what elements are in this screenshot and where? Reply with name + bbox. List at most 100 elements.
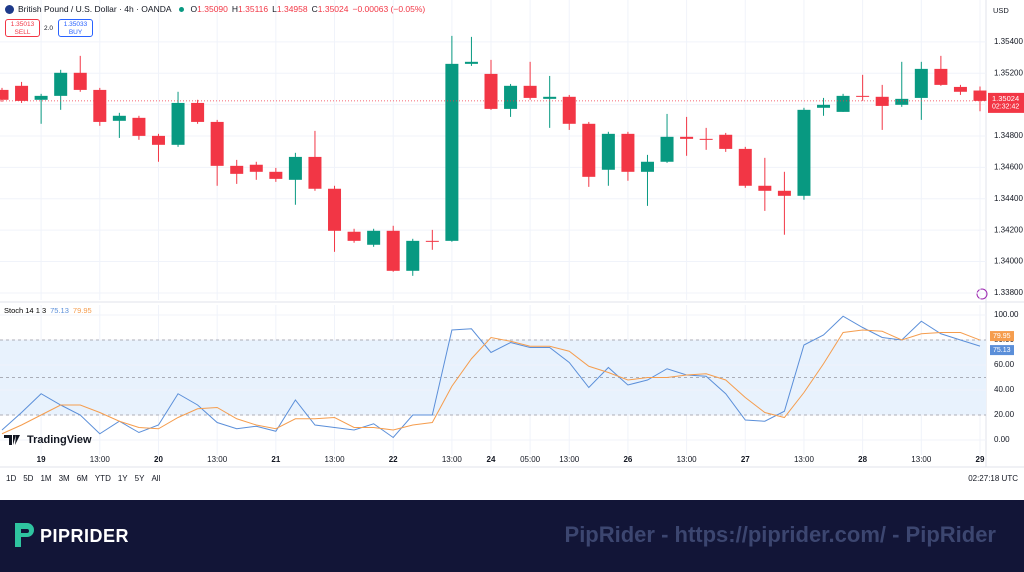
x-tick-label: 13:00 [794,455,815,464]
candle-body [895,98,909,105]
candle-body [132,117,146,136]
ohlc-h: H1.35116 [232,4,268,14]
logo-text: PIPRIDER [40,526,130,546]
candle-body [777,190,791,196]
currency[interactable]: USD [993,6,1009,15]
indicator-title: Stoch 14 1 3 [4,306,47,315]
price-label: 1.35024 [992,94,1019,103]
value-label: 75.13 [993,347,1011,354]
candle-body [73,72,87,90]
indicator-value: 75.13 [50,306,69,315]
chart: 19 13:00 20 13:00 21 13:00 22 13:00 24 05:00 13:00… [0,0,1024,500]
market-status [178,6,184,12]
footer: PIPRIDER PipRider - https://piprider.com… [0,500,1024,572]
range-button[interactable]: All [151,474,161,483]
spread: 2.0 [44,25,54,32]
countdown: 02:32:42 [992,104,1019,111]
x-tick-label: 19 [37,455,46,464]
candle-body [914,68,928,98]
range-button[interactable]: 1Y [117,474,128,483]
x-tick-label: 13:00 [442,455,463,464]
candle-body [249,164,263,172]
y-tick-label: 60.00 [994,360,1015,369]
buy-button[interactable]: 1.35033 BUY [58,19,93,37]
flag-icon [5,4,14,14]
x-tick-label: 24 [487,455,496,464]
range-button[interactable]: 5Y [134,474,145,483]
y-tick-label: 1.34800 [994,131,1023,140]
candle-body [288,156,302,180]
candle-body [93,89,107,122]
candle-body [758,185,772,191]
symbol-header: British Pound / U.S. Dollar · 4h · OANDA… [5,4,425,14]
candle-body [464,61,478,64]
ohlc-key: C [311,4,318,14]
buy-label: BUY [68,29,83,36]
x-tick-label: 21 [271,455,280,464]
y-tick-label: 100.00 [994,310,1019,319]
candle-body [171,102,185,145]
ohlc-o: O1.35090 [191,4,228,14]
x-tick-label: 13:00 [325,455,346,464]
indicator-line [1,329,981,435]
sell-price: 1.35013 [10,21,35,28]
candle-body [308,156,322,189]
sell-button[interactable]: 1.35013 SELL [5,19,40,37]
candle-body [54,72,68,96]
candle-body [523,85,537,98]
candle-body [836,95,850,112]
sell-label: SELL [14,29,31,36]
brand-text: TradingView [27,434,92,446]
ohlc-value: 1.35090 [197,4,228,14]
candle-body [621,133,635,172]
candle-body [445,63,459,241]
ohlc-value: 1.34958 [276,4,308,14]
x-tick-label: 13:00 [911,455,932,464]
y-tick-label: 1.35200 [994,68,1023,77]
candle-body [934,68,948,85]
candle-body [738,148,752,186]
value-label-bg [990,345,1014,356]
y-tick-label: 20.00 [994,410,1015,419]
candle-body [856,95,870,97]
alert-icon[interactable] [976,288,988,300]
x-tick-label: 22 [389,455,398,464]
x-tick-label: 13:00 [90,455,111,464]
candle-body [191,102,205,122]
ohlc-c: C1.35024 [312,4,349,14]
candle-body [367,230,381,245]
candle-body [875,96,889,106]
x-tick-label: 13:00 [677,455,698,464]
range-button[interactable]: 3M [58,474,70,483]
change: −0.00063 (−0.05%) [352,4,426,14]
background [0,0,1024,500]
candle-body [484,73,498,109]
indicator-value: 79.95 [72,306,92,315]
range-button[interactable]: YTD [94,474,111,483]
range-button[interactable]: 5D [23,474,34,483]
candle-body [151,135,165,145]
x-tick-label: 05:00 [520,455,541,464]
candle-body [210,121,224,166]
range-button[interactable]: 1M [40,474,52,483]
y-tick-label: 1.34400 [994,194,1023,203]
candle-body [0,89,9,100]
candle-body [562,96,576,124]
candle-body [425,240,439,242]
x-tick-label: 13:00 [207,455,228,464]
candle-body [797,109,811,196]
candle-body [386,230,400,271]
candle-body [347,231,361,241]
candle-body [601,133,615,170]
candle-body [640,161,654,172]
buy-price: 1.35033 [63,21,88,28]
range-button[interactable]: 1D [6,474,17,483]
y-tick-label: 1.34000 [994,257,1023,266]
y-tick-label: 1.34200 [994,225,1023,234]
candle-body [543,96,557,99]
ohlc-l: L1.34958 [272,4,307,14]
tradingview-logo: TradingView [4,434,92,446]
price-label-bg [988,92,1024,113]
range-button[interactable]: 6M [76,474,88,483]
